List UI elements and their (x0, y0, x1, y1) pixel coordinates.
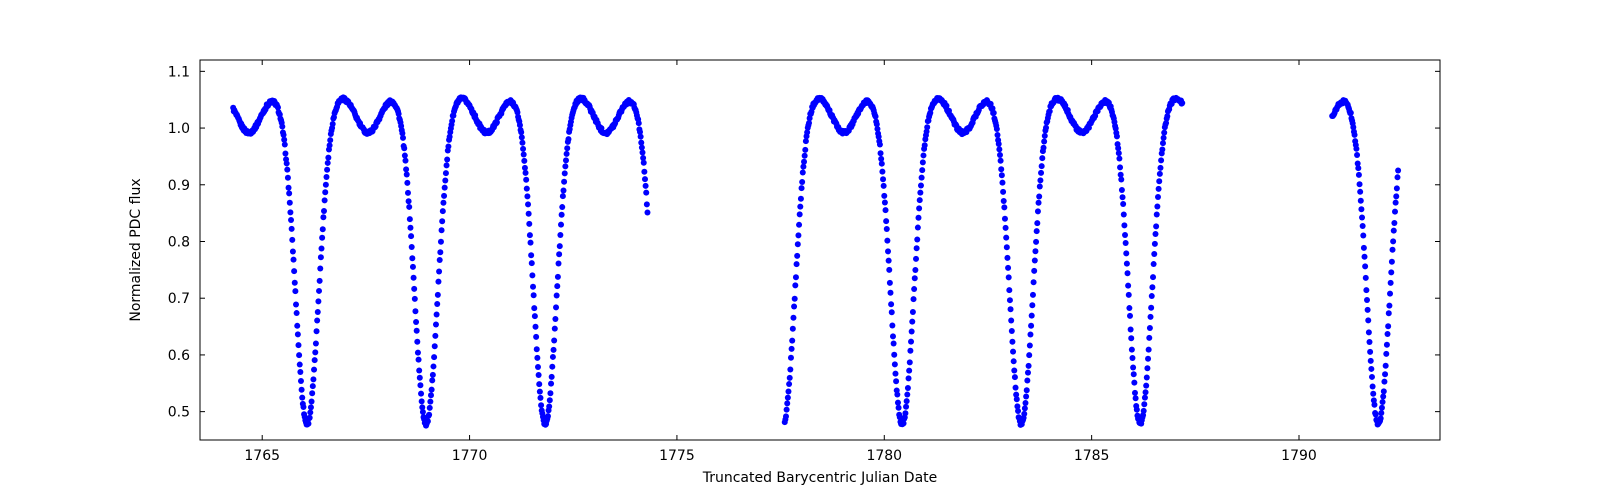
plot-background (200, 60, 1440, 440)
y-axis-label: Normalized PDC flux (128, 178, 144, 321)
y-tick-label: 0.7 (168, 291, 190, 307)
lightcurve-chart: 1765 1770 1775 1780 1785 1790 0.5 0.6 0.7 0.8 0.9 1… (0, 0, 1600, 500)
x-tick-label: 1765 (244, 448, 280, 464)
x-tick-label: 1770 (452, 448, 488, 464)
y-tick-label: 1.0 (168, 121, 190, 137)
chart-canvas: 1765 1770 1775 1780 1785 1790 0.5 0.6 0.7 0.8 0.9 1… (0, 0, 1600, 500)
y-tick-label: 0.5 (168, 405, 190, 421)
x-tick-label: 1775 (659, 448, 695, 464)
x-axis-label: Truncated Barycentric Julian Date (702, 470, 938, 486)
x-tick-label: 1790 (1281, 448, 1317, 464)
y-tick-label: 0.6 (168, 348, 190, 364)
y-tick-label: 0.8 (168, 234, 190, 250)
x-tick-label: 1780 (866, 448, 902, 464)
y-tick-label: 0.9 (168, 178, 190, 194)
y-tick-label: 1.1 (168, 64, 190, 80)
x-tick-label: 1785 (1074, 448, 1110, 464)
